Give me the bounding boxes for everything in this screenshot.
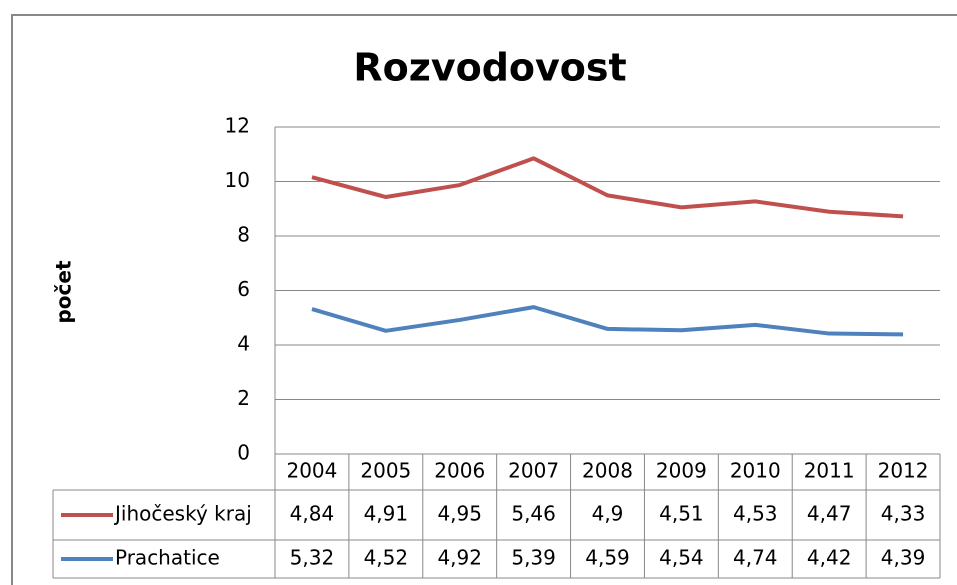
x-tick-label: 2005 bbox=[360, 459, 411, 483]
table-value: 4,54 bbox=[659, 546, 704, 570]
table-value: 5,46 bbox=[511, 502, 556, 526]
x-tick-label: 2008 bbox=[582, 459, 633, 483]
x-tick-label: 2012 bbox=[878, 459, 929, 483]
y-tick-label: 8 bbox=[237, 223, 250, 247]
table-value: 4,92 bbox=[437, 546, 482, 570]
legend-label: Prachatice bbox=[115, 546, 220, 570]
table-value: 4,47 bbox=[807, 502, 852, 526]
x-tick-label: 2009 bbox=[656, 459, 707, 483]
table-value: 4,91 bbox=[364, 502, 409, 526]
x-tick-label: 2011 bbox=[804, 459, 855, 483]
x-tick-label: 2010 bbox=[730, 459, 781, 483]
table-value: 4,95 bbox=[437, 502, 482, 526]
x-tick-label: 2004 bbox=[286, 459, 337, 483]
legend-label: Jihočeský kraj bbox=[113, 502, 252, 526]
chart-frame bbox=[11, 14, 957, 585]
table-value: 4,53 bbox=[733, 502, 778, 526]
y-tick-label: 6 bbox=[237, 277, 250, 301]
chart-title: Rozvodovost bbox=[353, 46, 626, 90]
y-tick-label: 12 bbox=[225, 114, 250, 138]
y-tick-label: 10 bbox=[225, 168, 250, 192]
table-value: 5,32 bbox=[290, 546, 335, 570]
table-value: 4,51 bbox=[659, 502, 704, 526]
x-tick-label: 2007 bbox=[508, 459, 559, 483]
table-value: 5,39 bbox=[511, 546, 556, 570]
table-value: 4,74 bbox=[733, 546, 778, 570]
table-value: 4,9 bbox=[592, 502, 624, 526]
y-axis-label: počet bbox=[52, 260, 76, 323]
table-value: 4,42 bbox=[807, 546, 852, 570]
table-value: 4,39 bbox=[881, 546, 926, 570]
y-tick-label: 2 bbox=[237, 386, 250, 410]
y-tick-label: 4 bbox=[237, 332, 250, 356]
table-value: 4,84 bbox=[290, 502, 335, 526]
x-tick-label: 2006 bbox=[434, 459, 485, 483]
table-value: 4,33 bbox=[881, 502, 926, 526]
table-value: 4,59 bbox=[585, 546, 630, 570]
y-tick-label: 0 bbox=[237, 441, 250, 465]
table-value: 4,52 bbox=[364, 546, 409, 570]
series-line bbox=[311, 156, 904, 219]
series-line bbox=[311, 305, 904, 337]
